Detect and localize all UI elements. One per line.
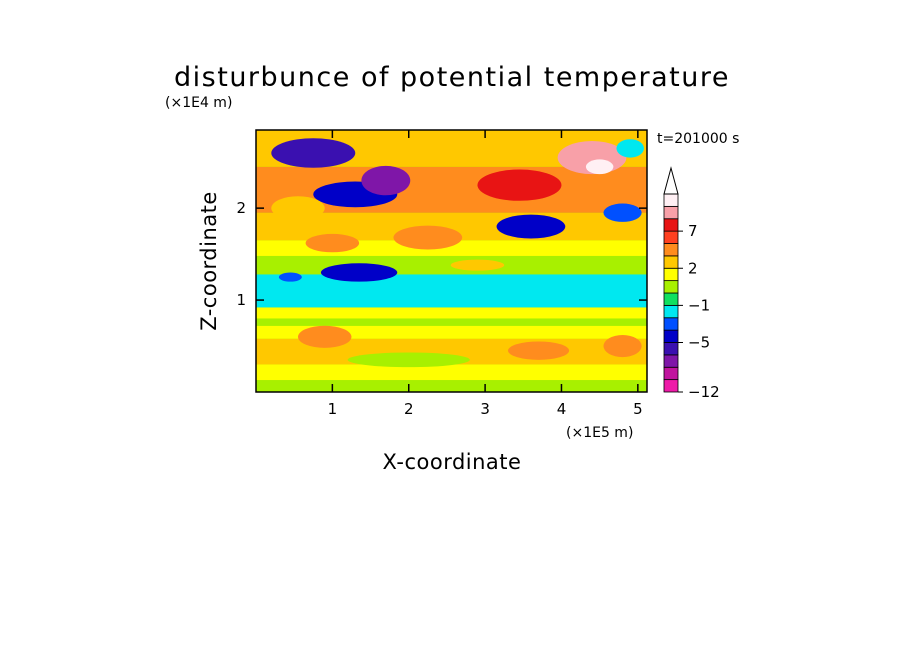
heatmap-contour-region: [393, 225, 463, 250]
chart-title: disturbunce of potential temperature: [174, 62, 730, 93]
heatmap-contour-region: [271, 138, 356, 168]
colorbar-segment: [663, 342, 679, 356]
colorbar-segment: [663, 205, 679, 220]
colorbar-label: −12: [688, 383, 720, 401]
heatmap-layer: [256, 325, 647, 339]
x-tick-label: 3: [480, 400, 490, 418]
time-label: t=201000 s: [657, 131, 739, 147]
colorbar-segment: [663, 292, 679, 306]
heatmap-contour-region: [347, 352, 470, 368]
heatmap-contour-region: [603, 203, 642, 222]
heatmap-plot-area: [256, 130, 647, 392]
heatmap-layer: [256, 274, 647, 308]
x-tick-label: 4: [557, 400, 567, 418]
heatmap-layer: [256, 364, 647, 381]
heatmap-contour-region: [477, 169, 562, 201]
heatmap-contour-region: [278, 272, 302, 282]
heatmap-contour-region: [603, 335, 642, 358]
x-tick-label: 5: [633, 400, 643, 418]
heatmap-contour-region: [585, 159, 614, 175]
colorbar-segment: [663, 304, 679, 319]
heatmap-contour-region: [305, 233, 360, 253]
colorbar-segment: [663, 354, 679, 368]
colorbar-segment: [663, 193, 679, 207]
y-tick-label: 2: [236, 199, 246, 217]
y-tick-label: 1: [236, 291, 246, 309]
colorbar-segment: [663, 243, 679, 257]
colorbar-segment: [663, 230, 679, 244]
colorbar: 7 2 −1 −5 −12: [663, 166, 720, 401]
heatmap-contour-region: [616, 139, 644, 158]
x-axis-label: X-coordinate: [383, 450, 522, 474]
colorbar-segment: [663, 317, 679, 331]
colorbar-segment: [663, 366, 679, 381]
colorbar-segment: [663, 280, 679, 294]
colorbar-label: 7: [688, 222, 698, 240]
colorbar-segment: [663, 218, 679, 232]
plot-frame: [255, 129, 648, 393]
heatmap-contour-region: [298, 325, 352, 348]
colorbar-segment: [663, 267, 679, 282]
x-tick-label: 1: [328, 400, 338, 418]
heatmap-contour-region: [508, 341, 570, 360]
y-unit-label: (×1E4 m): [165, 95, 232, 111]
y-axis-ticks: 12: [236, 199, 647, 309]
x-axis-ticks: 1 2 3 4 5: [328, 130, 643, 418]
heatmap-layer: [256, 318, 647, 326]
heatmap-contour-region: [320, 263, 398, 282]
x-tick-label: 2: [404, 400, 414, 418]
y-axis-label: Z-coordinate: [197, 191, 221, 331]
colorbar-segment: [663, 255, 679, 269]
heatmap-contour-region: [450, 259, 505, 271]
heatmap-contour-region: [361, 165, 411, 196]
colorbar-label: −5: [688, 334, 710, 352]
colorbar-segment: [663, 329, 679, 343]
x-unit-label: (×1E5 m): [566, 425, 633, 441]
heatmap-layer: [256, 307, 647, 319]
colorbar-label: 2: [688, 259, 698, 277]
heatmap-contour-region: [271, 196, 325, 221]
colorbar-label: −1: [688, 296, 710, 314]
heatmap-layer: [256, 380, 647, 391]
colorbar-extend-arrow: [663, 166, 679, 195]
colorbar-segment: [663, 379, 679, 393]
heatmap-contour-region: [496, 214, 566, 239]
